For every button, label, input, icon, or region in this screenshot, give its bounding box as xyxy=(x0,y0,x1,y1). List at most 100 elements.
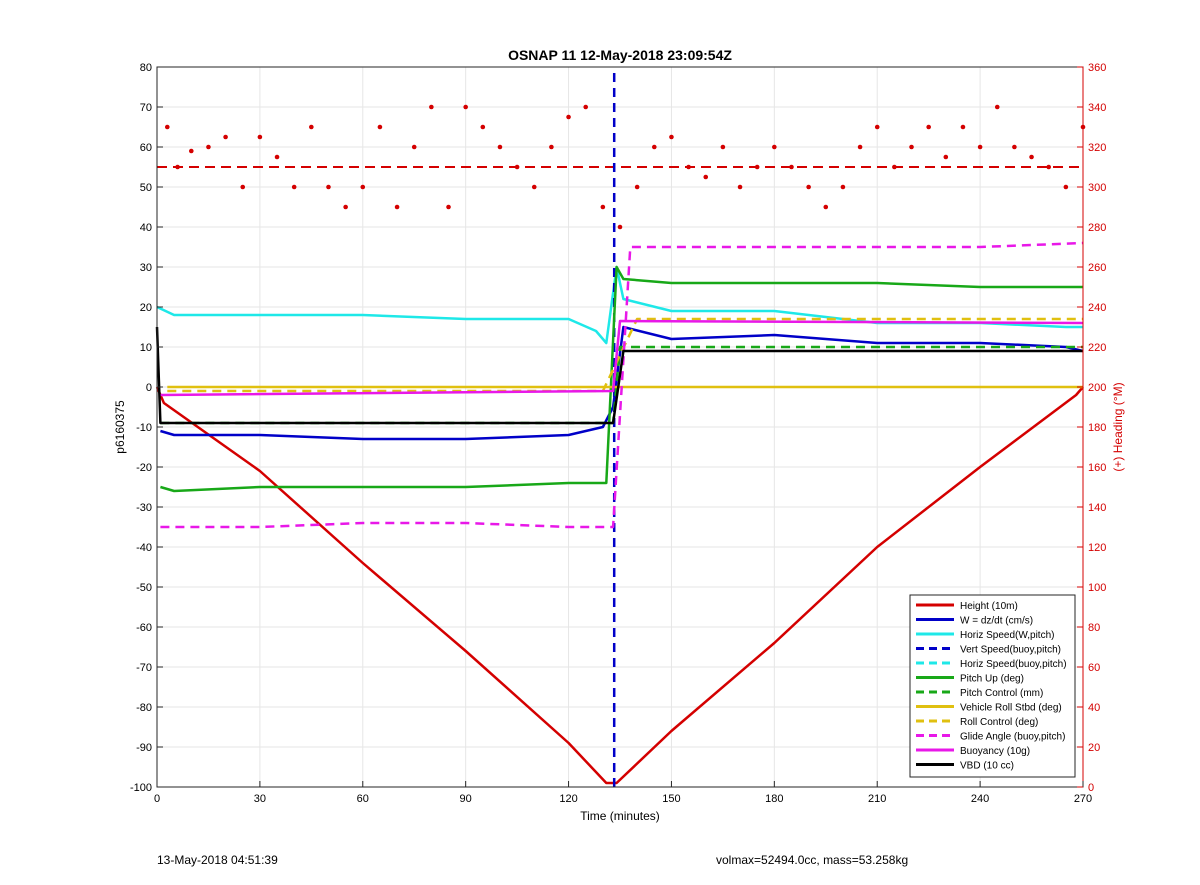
series-12-point-45 xyxy=(926,124,931,130)
series-12-point-26 xyxy=(600,204,606,210)
series-12-point-33 xyxy=(720,144,726,150)
series-12-point-31 xyxy=(686,164,691,170)
y-tick-label--70: -70 xyxy=(136,662,152,674)
y-tick-label-40: 40 xyxy=(140,222,152,234)
x-tick-label-180: 180 xyxy=(765,793,783,805)
legend-label-8: Roll Control (deg) xyxy=(960,717,1038,728)
series-12-point-47 xyxy=(960,124,966,130)
series-12-point-41 xyxy=(857,144,863,150)
y-tick-label--80: -80 xyxy=(136,702,152,714)
series-12-point-32 xyxy=(703,174,709,180)
y2-tick-label-360: 360 xyxy=(1088,62,1106,74)
series-12-point-1 xyxy=(175,164,180,170)
series-12-point-42 xyxy=(874,124,880,130)
series-12-point-40 xyxy=(840,184,846,190)
series-12-point-8 xyxy=(291,184,297,190)
series-12-point-43 xyxy=(892,164,897,170)
series-12-point-44 xyxy=(909,144,914,150)
series-12-point-35 xyxy=(754,164,760,170)
y-tick-label--30: -30 xyxy=(136,502,152,514)
series-12-point-49 xyxy=(994,104,1000,110)
series-12-point-19 xyxy=(480,124,486,130)
y-tick-label-80: 80 xyxy=(140,62,152,74)
footer-timestamp: 13-May-2018 04:51:39 xyxy=(157,853,278,867)
series-12-point-9 xyxy=(309,124,314,130)
y2-tick-label-80: 80 xyxy=(1088,622,1100,634)
series-12-point-37 xyxy=(789,164,794,170)
y2-tick-label-60: 60 xyxy=(1088,662,1100,674)
series-12-point-6 xyxy=(257,134,263,140)
y-tick-label--20: -20 xyxy=(136,462,152,474)
series-12-point-5 xyxy=(240,184,246,190)
y2-tick-label-140: 140 xyxy=(1088,502,1106,514)
x-tick-label-150: 150 xyxy=(662,793,680,805)
y2-tick-label-200: 200 xyxy=(1088,382,1106,394)
series-12-point-21 xyxy=(514,164,520,170)
series-12-point-53 xyxy=(1063,184,1069,190)
legend-label-4: Horiz Speed(buoy,pitch) xyxy=(960,659,1067,670)
y2-tick-label-240: 240 xyxy=(1088,302,1106,314)
series-9-line xyxy=(160,241,1084,529)
legend-label-1: W = dz/dt (cm/s) xyxy=(960,616,1033,627)
axis-ticks: 0 30 60 90 120 150 180 210 240 270-100-90-80-70-6… xyxy=(130,62,1106,805)
series-12-point-3 xyxy=(206,144,211,150)
series-12-point-24 xyxy=(566,114,571,120)
legend-label-3: Vert Speed(buoy,pitch) xyxy=(960,645,1061,656)
series-12-point-38 xyxy=(806,184,811,190)
series-12-point-14 xyxy=(394,204,400,210)
legend-label-10: Buoyancy (10g) xyxy=(960,746,1030,757)
series-12-point-48 xyxy=(977,144,983,150)
series-12-point-23 xyxy=(549,144,554,150)
series-12-point-0 xyxy=(164,124,170,130)
x-tick-label-30: 30 xyxy=(254,793,266,805)
series-12-point-15 xyxy=(411,144,417,150)
legend-label-2: Horiz Speed(W,pitch) xyxy=(960,630,1054,641)
y2-tick-label-0: 0 xyxy=(1088,782,1094,794)
legend-label-0: Height (10m) xyxy=(960,601,1018,612)
series-12-point-27 xyxy=(617,224,623,230)
chart-title: OSNAP 11 12-May-2018 23:09:54Z xyxy=(508,47,732,63)
y-tick-label--40: -40 xyxy=(136,542,152,554)
y-tick-label--90: -90 xyxy=(136,742,152,754)
y-tick-label--10: -10 xyxy=(136,422,152,434)
series-12-point-20 xyxy=(497,144,503,150)
series-12-point-28 xyxy=(634,184,640,190)
y2-tick-label-300: 300 xyxy=(1088,182,1106,194)
series-12-point-39 xyxy=(823,204,829,210)
y-tick-label-20: 20 xyxy=(140,302,152,314)
series-12-point-46 xyxy=(943,154,949,160)
series-11-line xyxy=(155,326,1083,425)
y2-tick-label-280: 280 xyxy=(1088,222,1106,234)
series-12-point-52 xyxy=(1046,164,1052,170)
y2-tick-label-20: 20 xyxy=(1088,742,1100,754)
series-12-point-17 xyxy=(446,204,451,210)
series-lines xyxy=(155,67,1086,787)
x-tick-label-90: 90 xyxy=(460,793,472,805)
y-axis-label: p6160375 xyxy=(113,400,127,454)
legend-label-7: Vehicle Roll Stbd (deg) xyxy=(960,703,1062,714)
series-12-point-22 xyxy=(531,184,537,190)
y-tick-label--50: -50 xyxy=(136,582,152,594)
y2-tick-label-220: 220 xyxy=(1088,342,1106,354)
y2-tick-label-160: 160 xyxy=(1088,462,1106,474)
series-10-line xyxy=(160,319,1084,397)
series-12-point-25 xyxy=(583,104,589,110)
y2-tick-label-340: 340 xyxy=(1088,102,1106,114)
y2-tick-label-40: 40 xyxy=(1088,702,1100,714)
series-12-point-30 xyxy=(669,134,674,140)
series-12-point-29 xyxy=(651,144,657,150)
y2-tick-label-120: 120 xyxy=(1088,542,1106,554)
legend-label-9: Glide Angle (buoy,pitch) xyxy=(960,732,1065,743)
x-tick-label-60: 60 xyxy=(357,793,369,805)
x-tick-label-0: 0 xyxy=(154,793,160,805)
legend-label-11: VBD (10 cc) xyxy=(960,761,1014,772)
series-12-point-34 xyxy=(737,184,743,190)
y2-tick-label-260: 260 xyxy=(1088,262,1106,274)
series-12-point-2 xyxy=(188,148,194,154)
x-tick-label-120: 120 xyxy=(559,793,577,805)
y2-tick-label-100: 100 xyxy=(1088,582,1106,594)
legend-box xyxy=(909,594,1076,778)
x-axis-label: Time (minutes) xyxy=(580,809,660,823)
y-tick-label-0: 0 xyxy=(146,382,152,394)
